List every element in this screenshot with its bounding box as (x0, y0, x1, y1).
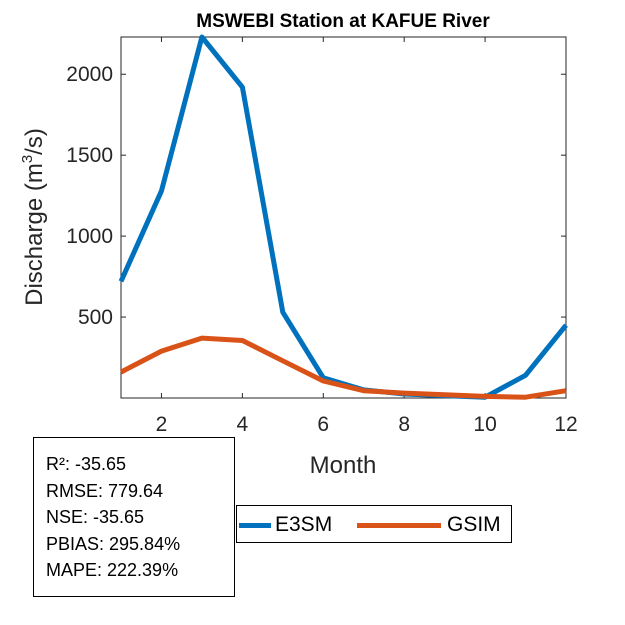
legend-label-e3sm: E3SM (275, 513, 333, 536)
y-axis-label-suffix: /s) (21, 128, 48, 155)
chart-title: MSWEBI Station at KAFUE River (196, 11, 490, 32)
y-axis-label: Discharge (m3/s) (19, 128, 48, 306)
y-tick-label: 500 (78, 306, 113, 329)
x-axis-label: Month (310, 452, 377, 479)
y-tick-label: 1500 (66, 144, 113, 167)
legend-swatch-e3sm (239, 523, 271, 528)
y-tick-label: 1000 (66, 225, 113, 248)
x-tick-label: 12 (554, 413, 577, 436)
legend-label-gsim: GSIM (447, 513, 501, 536)
y-axis-label-prefix: Discharge (m (21, 163, 48, 306)
stat-rmse: RMSE: 779.64 (46, 480, 164, 501)
stat-pbias: PBIAS: 295.84% (46, 533, 181, 554)
y-tick-label: 2000 (66, 63, 113, 86)
x-tick-label: 2 (156, 413, 168, 436)
x-tick-label: 8 (398, 413, 410, 436)
x-tick-label: 6 (317, 413, 329, 436)
x-tick-label: 10 (473, 413, 496, 436)
stats-box: R²: -35.65 RMSE: 779.64 NSE: -35.65 PBIA… (33, 437, 235, 597)
series-line-gsim (119, 335, 567, 400)
legend-swatch-gsim (357, 523, 441, 528)
y-axis-label-superscript: 3 (19, 155, 36, 163)
stat-r2: R²: -35.65 (46, 454, 127, 474)
x-tick-label: 4 (237, 413, 249, 436)
stat-nse: NSE: -35.65 (46, 507, 145, 527)
legend: E3SM GSIM (236, 505, 512, 543)
stat-mape: MAPE: 222.39% (46, 560, 179, 580)
